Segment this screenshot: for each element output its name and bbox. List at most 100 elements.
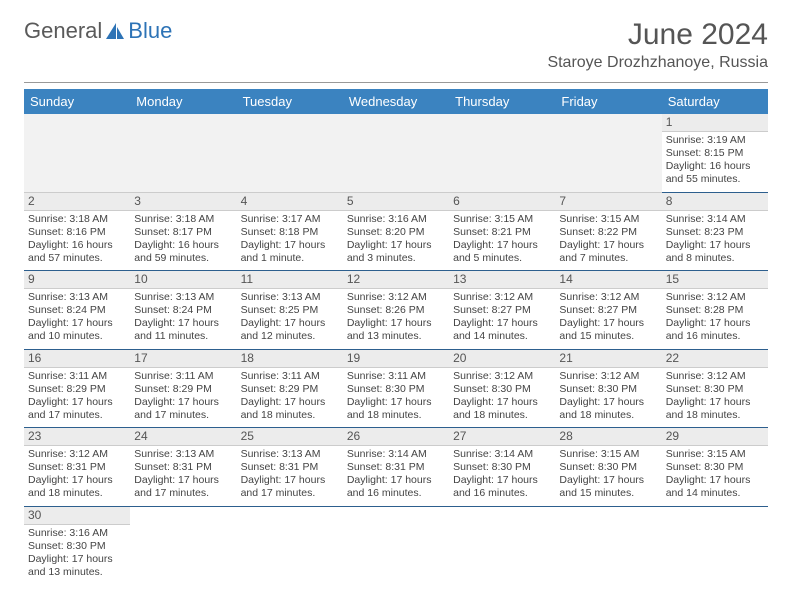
day-cell: 20Sunrise: 3:12 AMSunset: 8:30 PMDayligh… [449, 349, 555, 428]
daylight-line: Daylight: 17 hours and 5 minutes. [453, 239, 551, 265]
daylight-line: Daylight: 17 hours and 18 minutes. [666, 396, 764, 422]
page-header: GeneralBlue June 2024 Staroye Drozhzhano… [24, 18, 768, 72]
day-cell: 27Sunrise: 3:14 AMSunset: 8:30 PMDayligh… [449, 428, 555, 507]
day-cell: 9Sunrise: 3:13 AMSunset: 8:24 PMDaylight… [24, 271, 130, 350]
day-cell: 23Sunrise: 3:12 AMSunset: 8:31 PMDayligh… [24, 428, 130, 507]
calendar-body: 1Sunrise: 3:19 AMSunset: 8:15 PMDaylight… [24, 114, 768, 584]
daylight-line: Daylight: 17 hours and 11 minutes. [134, 317, 232, 343]
day-cell: 26Sunrise: 3:14 AMSunset: 8:31 PMDayligh… [343, 428, 449, 507]
daylight-line: Daylight: 17 hours and 7 minutes. [559, 239, 657, 265]
daylight-line: Daylight: 17 hours and 1 minute. [241, 239, 339, 265]
empty-cell [343, 114, 449, 192]
calendar-row: 2Sunrise: 3:18 AMSunset: 8:16 PMDaylight… [24, 192, 768, 271]
day-cell: 30Sunrise: 3:16 AMSunset: 8:30 PMDayligh… [24, 506, 130, 584]
sunset-line: Sunset: 8:31 PM [241, 461, 339, 474]
sunrise-line: Sunrise: 3:16 AM [28, 527, 126, 540]
month-title: June 2024 [547, 18, 768, 52]
sunset-line: Sunset: 8:30 PM [453, 461, 551, 474]
header-divider [24, 82, 768, 83]
day-number: 9 [24, 271, 130, 289]
sunset-line: Sunset: 8:26 PM [347, 304, 445, 317]
day-cell: 25Sunrise: 3:13 AMSunset: 8:31 PMDayligh… [237, 428, 343, 507]
sunrise-line: Sunrise: 3:13 AM [241, 448, 339, 461]
sunrise-line: Sunrise: 3:12 AM [28, 448, 126, 461]
sunset-line: Sunset: 8:22 PM [559, 226, 657, 239]
weekday-header: Thursday [449, 89, 555, 114]
weekday-header: Wednesday [343, 89, 449, 114]
daylight-line: Daylight: 17 hours and 13 minutes. [347, 317, 445, 343]
day-cell: 5Sunrise: 3:16 AMSunset: 8:20 PMDaylight… [343, 192, 449, 271]
daylight-line: Daylight: 17 hours and 18 minutes. [347, 396, 445, 422]
day-number: 18 [237, 350, 343, 368]
sunset-line: Sunset: 8:30 PM [28, 540, 126, 553]
day-number: 4 [237, 193, 343, 211]
daylight-line: Daylight: 17 hours and 17 minutes. [241, 474, 339, 500]
sunset-line: Sunset: 8:15 PM [666, 147, 764, 160]
day-number: 26 [343, 428, 449, 446]
weekday-header: Friday [555, 89, 661, 114]
empty-cell [555, 506, 661, 584]
sunrise-line: Sunrise: 3:11 AM [28, 370, 126, 383]
sunset-line: Sunset: 8:30 PM [559, 461, 657, 474]
calendar-table: SundayMondayTuesdayWednesdayThursdayFrid… [24, 89, 768, 584]
sunrise-line: Sunrise: 3:15 AM [559, 448, 657, 461]
sunset-line: Sunset: 8:24 PM [134, 304, 232, 317]
sunset-line: Sunset: 8:18 PM [241, 226, 339, 239]
day-number: 28 [555, 428, 661, 446]
empty-cell [130, 506, 236, 584]
sunset-line: Sunset: 8:28 PM [666, 304, 764, 317]
sunrise-line: Sunrise: 3:11 AM [134, 370, 232, 383]
sunrise-line: Sunrise: 3:12 AM [347, 291, 445, 304]
sunrise-line: Sunrise: 3:18 AM [28, 213, 126, 226]
day-cell: 10Sunrise: 3:13 AMSunset: 8:24 PMDayligh… [130, 271, 236, 350]
day-cell: 29Sunrise: 3:15 AMSunset: 8:30 PMDayligh… [662, 428, 768, 507]
sunrise-line: Sunrise: 3:12 AM [559, 291, 657, 304]
daylight-line: Daylight: 17 hours and 12 minutes. [241, 317, 339, 343]
daylight-line: Daylight: 17 hours and 15 minutes. [559, 474, 657, 500]
sunrise-line: Sunrise: 3:14 AM [453, 448, 551, 461]
day-cell: 11Sunrise: 3:13 AMSunset: 8:25 PMDayligh… [237, 271, 343, 350]
sunset-line: Sunset: 8:24 PM [28, 304, 126, 317]
day-number: 6 [449, 193, 555, 211]
brand-text-2: Blue [128, 18, 172, 44]
sunset-line: Sunset: 8:31 PM [28, 461, 126, 474]
sunset-line: Sunset: 8:31 PM [347, 461, 445, 474]
day-number: 21 [555, 350, 661, 368]
day-cell: 12Sunrise: 3:12 AMSunset: 8:26 PMDayligh… [343, 271, 449, 350]
empty-cell [662, 506, 768, 584]
daylight-line: Daylight: 17 hours and 13 minutes. [28, 553, 126, 579]
daylight-line: Daylight: 17 hours and 17 minutes. [134, 396, 232, 422]
day-cell: 21Sunrise: 3:12 AMSunset: 8:30 PMDayligh… [555, 349, 661, 428]
daylight-line: Daylight: 17 hours and 10 minutes. [28, 317, 126, 343]
empty-cell [130, 114, 236, 192]
sunrise-line: Sunrise: 3:17 AM [241, 213, 339, 226]
sunrise-line: Sunrise: 3:11 AM [241, 370, 339, 383]
brand-text-1: General [24, 18, 102, 44]
calendar-row: 9Sunrise: 3:13 AMSunset: 8:24 PMDaylight… [24, 271, 768, 350]
sunrise-line: Sunrise: 3:13 AM [241, 291, 339, 304]
empty-cell [24, 114, 130, 192]
daylight-line: Daylight: 17 hours and 8 minutes. [666, 239, 764, 265]
calendar-row: 30Sunrise: 3:16 AMSunset: 8:30 PMDayligh… [24, 506, 768, 584]
sunrise-line: Sunrise: 3:12 AM [453, 370, 551, 383]
day-cell: 1Sunrise: 3:19 AMSunset: 8:15 PMDaylight… [662, 114, 768, 192]
sunset-line: Sunset: 8:30 PM [559, 383, 657, 396]
daylight-line: Daylight: 16 hours and 59 minutes. [134, 239, 232, 265]
day-number: 13 [449, 271, 555, 289]
sunset-line: Sunset: 8:21 PM [453, 226, 551, 239]
sunset-line: Sunset: 8:29 PM [134, 383, 232, 396]
day-number: 19 [343, 350, 449, 368]
sunset-line: Sunset: 8:30 PM [453, 383, 551, 396]
sunset-line: Sunset: 8:30 PM [666, 461, 764, 474]
sail-icon [104, 21, 126, 41]
daylight-line: Daylight: 17 hours and 15 minutes. [559, 317, 657, 343]
empty-cell [237, 506, 343, 584]
day-cell: 6Sunrise: 3:15 AMSunset: 8:21 PMDaylight… [449, 192, 555, 271]
day-number: 7 [555, 193, 661, 211]
sunset-line: Sunset: 8:27 PM [453, 304, 551, 317]
daylight-line: Daylight: 17 hours and 18 minutes. [28, 474, 126, 500]
empty-cell [449, 506, 555, 584]
day-cell: 16Sunrise: 3:11 AMSunset: 8:29 PMDayligh… [24, 349, 130, 428]
day-number: 17 [130, 350, 236, 368]
sunset-line: Sunset: 8:31 PM [134, 461, 232, 474]
